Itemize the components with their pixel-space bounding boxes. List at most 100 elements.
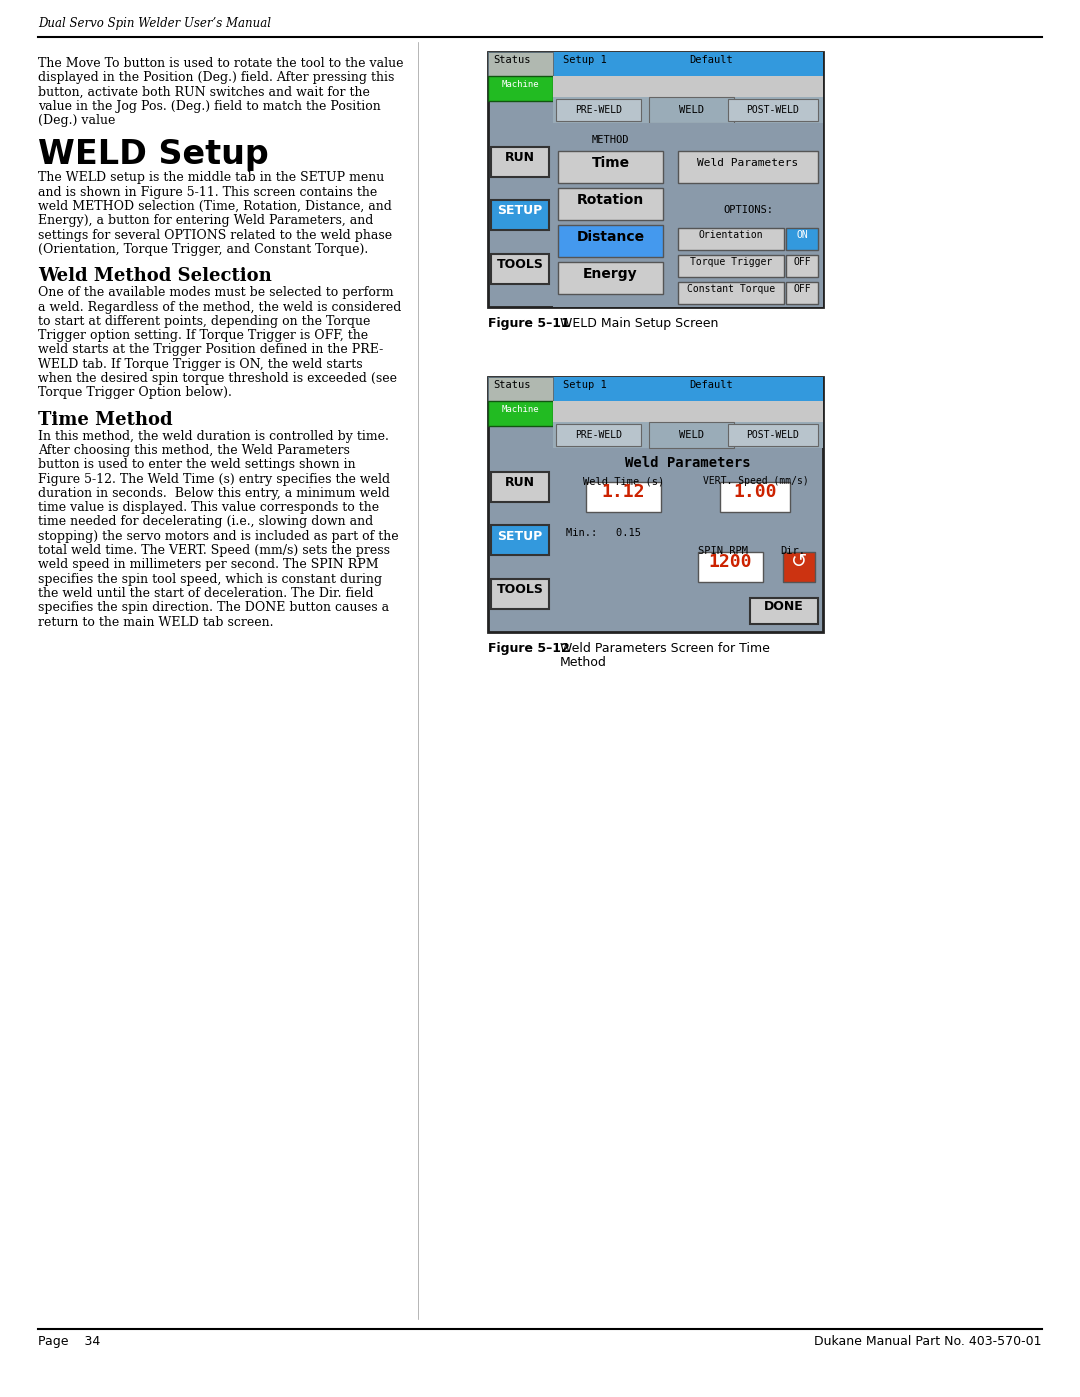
Text: value in the Jog Pos. (Deg.) field to match the Position: value in the Jog Pos. (Deg.) field to ma…	[38, 101, 381, 113]
Text: Figure 5-12. The Weld Time (s) entry specifies the weld: Figure 5-12. The Weld Time (s) entry spe…	[38, 472, 390, 486]
Text: 1.12: 1.12	[602, 483, 645, 502]
Text: (Orientation, Torque Trigger, and Constant Torque).: (Orientation, Torque Trigger, and Consta…	[38, 243, 368, 256]
Bar	[488, 377, 553, 401]
Text: specifies the spin tool speed, which is constant during: specifies the spin tool speed, which is …	[38, 573, 382, 585]
Text: WELD tab. If Torque Trigger is ON, the weld starts: WELD tab. If Torque Trigger is ON, the w…	[38, 358, 363, 370]
Text: button, activate both RUN switches and wait for the: button, activate both RUN switches and w…	[38, 85, 369, 99]
Text: VERT. Speed (mm/s): VERT. Speed (mm/s)	[703, 476, 808, 486]
Text: One of the available modes must be selected to perform: One of the available modes must be selec…	[38, 286, 393, 299]
Text: POST-WELD: POST-WELD	[746, 105, 799, 115]
Text: displayed in the Position (Deg.) field. After pressing this: displayed in the Position (Deg.) field. …	[38, 71, 394, 84]
Bar	[649, 422, 734, 448]
Text: total weld time. The VERT. Speed (mm/s) sets the press: total weld time. The VERT. Speed (mm/s) …	[38, 543, 390, 557]
Bar	[558, 189, 663, 219]
Text: Status: Status	[492, 54, 530, 66]
Text: Time Method: Time Method	[38, 411, 173, 429]
Text: weld speed in millimeters per second. The SPIN RPM: weld speed in millimeters per second. Th…	[38, 559, 379, 571]
Text: Distance: Distance	[577, 231, 645, 244]
Bar	[488, 377, 823, 631]
Text: POST-WELD: POST-WELD	[746, 430, 799, 440]
Text: when the desired spin torque threshold is exceeded (see: when the desired spin torque threshold i…	[38, 372, 397, 386]
Text: DONE: DONE	[765, 601, 804, 613]
Text: SETUP: SETUP	[498, 529, 542, 542]
Text: button is used to enter the weld settings shown in: button is used to enter the weld setting…	[38, 458, 355, 471]
Text: stopping) the servo motors and is included as part of the: stopping) the servo motors and is includ…	[38, 529, 399, 543]
Bar	[728, 425, 818, 446]
Text: Dual Servo Spin Welder User’s Manual: Dual Servo Spin Welder User’s Manual	[38, 17, 271, 29]
Bar	[786, 228, 818, 250]
Bar	[586, 482, 661, 511]
Bar	[553, 422, 823, 448]
Text: Machine: Machine	[501, 80, 539, 89]
Bar	[558, 151, 663, 183]
Text: 1.00: 1.00	[733, 483, 777, 502]
Text: Weld Method Selection: Weld Method Selection	[38, 267, 272, 285]
Bar	[488, 401, 553, 426]
Bar	[553, 96, 823, 123]
Bar	[678, 228, 784, 250]
Bar	[491, 200, 549, 231]
Bar	[488, 52, 553, 75]
Text: and is shown in Figure 5-11. This screen contains the: and is shown in Figure 5-11. This screen…	[38, 186, 377, 198]
Bar	[558, 263, 663, 293]
Text: Energy), a button for entering Weld Parameters, and: Energy), a button for entering Weld Para…	[38, 214, 374, 228]
Text: Torque Trigger: Torque Trigger	[690, 257, 772, 267]
Text: The WELD setup is the middle tab in the SETUP menu: The WELD setup is the middle tab in the …	[38, 172, 384, 184]
Text: 1200: 1200	[708, 553, 753, 571]
Text: weld starts at the Trigger Position defined in the PRE-: weld starts at the Trigger Position defi…	[38, 344, 383, 356]
Text: the weld until the start of deceleration. The Dir. field: the weld until the start of deceleration…	[38, 587, 374, 599]
Text: Figure 5–11: Figure 5–11	[488, 317, 570, 330]
Text: OPTIONS:: OPTIONS:	[723, 205, 773, 215]
Text: Dir.: Dir.	[780, 546, 805, 556]
Text: return to the main WELD tab screen.: return to the main WELD tab screen.	[38, 616, 273, 629]
Text: weld METHOD selection (Time, Rotation, Distance, and: weld METHOD selection (Time, Rotation, D…	[38, 200, 392, 214]
Text: ↺: ↺	[791, 552, 807, 571]
Text: to start at different points, depending on the Torque: to start at different points, depending …	[38, 314, 370, 328]
Text: WELD: WELD	[679, 430, 704, 440]
Text: ON: ON	[796, 231, 808, 240]
Bar	[553, 123, 823, 307]
Text: Torque Trigger Option below).: Torque Trigger Option below).	[38, 387, 232, 400]
Text: The Move To button is used to rotate the tool to the value: The Move To button is used to rotate the…	[38, 57, 404, 70]
Text: WELD: WELD	[679, 105, 704, 115]
Text: settings for several OPTIONS related to the weld phase: settings for several OPTIONS related to …	[38, 229, 392, 242]
Text: specifies the spin direction. The DONE button causes a: specifies the spin direction. The DONE b…	[38, 601, 389, 615]
Text: OFF: OFF	[793, 284, 811, 293]
Bar	[491, 472, 549, 502]
Bar	[786, 282, 818, 305]
Text: RUN: RUN	[505, 476, 535, 489]
Bar	[488, 75, 553, 101]
Text: After choosing this method, the Weld Parameters: After choosing this method, the Weld Par…	[38, 444, 350, 457]
Text: Weld Time (s): Weld Time (s)	[583, 476, 664, 486]
Bar	[488, 377, 823, 401]
Text: Dukane Manual Part No. 403-570-01: Dukane Manual Part No. 403-570-01	[814, 1336, 1042, 1348]
Text: Orientation: Orientation	[699, 231, 764, 240]
Bar	[553, 401, 823, 426]
Text: Trigger option setting. If Torque Trigger is OFF, the: Trigger option setting. If Torque Trigge…	[38, 330, 368, 342]
Text: SPIN RPM: SPIN RPM	[698, 546, 748, 556]
Text: PRE-WELD: PRE-WELD	[575, 105, 622, 115]
Bar	[556, 99, 642, 122]
Bar	[558, 225, 663, 257]
Bar	[556, 425, 642, 446]
Bar	[720, 482, 789, 511]
Text: Page    34: Page 34	[38, 1336, 100, 1348]
Text: Weld Parameters: Weld Parameters	[698, 158, 798, 168]
Bar	[488, 52, 823, 75]
Text: Machine: Machine	[501, 405, 539, 414]
Text: METHOD: METHOD	[592, 136, 630, 145]
Text: a weld. Regardless of the method, the weld is considered: a weld. Regardless of the method, the we…	[38, 300, 402, 313]
Text: Figure 5–12: Figure 5–12	[488, 643, 570, 655]
Text: duration in seconds.  Below this entry, a minimum weld: duration in seconds. Below this entry, a…	[38, 488, 390, 500]
Bar	[649, 96, 734, 123]
Text: SETUP: SETUP	[498, 204, 542, 218]
Text: TOOLS: TOOLS	[497, 258, 543, 271]
Bar	[786, 256, 818, 277]
Bar	[698, 552, 762, 583]
Bar	[488, 52, 823, 307]
Text: Weld Parameters: Weld Parameters	[625, 455, 751, 469]
Text: TOOLS: TOOLS	[497, 583, 543, 597]
Bar	[678, 282, 784, 305]
Text: (Deg.) value: (Deg.) value	[38, 115, 116, 127]
Text: Status: Status	[492, 380, 530, 390]
